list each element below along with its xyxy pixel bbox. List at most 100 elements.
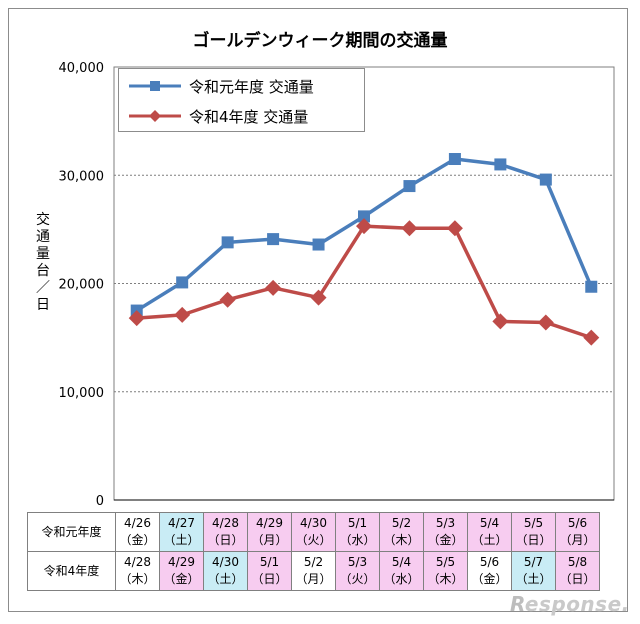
cell-date: 5/4 [391,555,412,569]
legend-item-2019: 令和元年度 交通量 [129,73,314,99]
y-tick-label: 40,000 [59,61,105,76]
table-cell: 5/5 （木） [423,551,468,591]
data-point-diamond [310,289,327,306]
cell-weekday: （水） [383,572,420,586]
legend-swatch-2019 [129,76,181,96]
cell-weekday: （日） [559,572,596,586]
data-point-square [494,158,507,171]
cell-date: 5/3 [347,555,368,569]
data-point-diamond [174,306,191,323]
cell-date: 5/2 [303,555,324,569]
table-cell: 5/4 （水） [379,551,424,591]
table-cell: 5/1 （日） [247,551,292,591]
cell-weekday: （月） [295,572,332,586]
y-axis-label-char: 台 [36,263,50,279]
cell-date: 5/5 [435,555,456,569]
y-axis-label-char: ／ [36,280,50,296]
data-point-square [221,236,234,249]
cell-date: 5/7 [523,555,544,569]
data-point-diamond [401,220,418,237]
data-point-square [176,276,189,289]
cell-weekday: （土） [207,572,244,586]
table-cell: 5/7 （土） [511,551,556,591]
date-row-2019: 令和元年度 4/26 （金） 4/27 （土） 4/28 （日） 4/29 （月） 4/30 （火… [27,512,600,552]
cell-date: 5/1 [259,555,280,569]
table-cell: 4/29 （金） [159,551,204,591]
table-cell: 5/2 （木） [379,512,424,552]
table-cell: 5/6 （月） [555,512,600,552]
cell-date: 5/1 [347,516,368,530]
series-line-0 [135,157,593,313]
table-cell: 4/28 （日） [203,512,248,552]
cell-date: 4/30 [212,555,239,569]
table-cell: 4/29 （月） [247,512,292,552]
data-point-square [267,233,280,246]
cell-weekday: （月） [559,533,596,547]
cell-date: 5/3 [435,516,456,530]
data-point-diamond [356,218,372,235]
cell-date: 4/27 [168,516,195,530]
data-point-diamond [265,279,282,296]
chart-title: ゴールデンウィーク期間の交通量 [192,31,448,51]
cell-date: 4/28 [212,516,239,530]
table-cell: 4/30 （土） [203,551,248,591]
cell-weekday: （月） [251,533,288,547]
y-tick-label: 30,000 [59,169,105,184]
table-cell: 4/27 （土） [159,512,204,552]
cell-weekday: （金） [471,572,508,586]
table-cell: 5/5 （日） [511,512,556,552]
cell-date: 5/2 [391,516,412,530]
cell-date: 4/28 [124,555,151,569]
cell-weekday: （日） [207,533,244,547]
cell-date: 4/30 [300,516,327,530]
table-cell: 4/30 （火） [291,512,336,552]
data-point-square [403,180,416,193]
cell-weekday: （木） [119,572,156,586]
data-point-square [585,280,598,293]
date-table: 令和元年度 4/26 （金） 4/27 （土） 4/28 （日） 4/29 （月） 4/30 （火… [27,512,600,591]
legend-item-2022: 令和4年度 交通量 [129,103,308,129]
data-point-diamond [583,329,600,346]
cell-weekday: （日） [251,572,288,586]
cell-weekday: （火） [295,533,332,547]
cell-weekday: （水） [339,533,376,547]
cell-date: 5/8 [567,555,588,569]
data-point-square [312,238,325,251]
data-point-diamond [128,310,145,327]
date-row-2022: 令和4年度 4/28 （木） 4/29 （金） 4/30 （土） 5/1 （日） 5/2 （月） 5… [27,551,600,591]
table-cell: 5/6 （金） [467,551,512,591]
table-cell: 5/3 （金） [423,512,468,552]
data-point-diamond [219,291,236,308]
y-tick-label: 10,000 [59,386,105,401]
chart-frame [8,8,628,612]
data-point-diamond [492,313,509,330]
data-point-square [448,153,461,166]
series-line-1 [136,224,592,340]
table-cell: 4/26 （金） [115,512,160,552]
cell-date: 5/4 [479,516,500,530]
y-axis-label-char: 交 [36,212,50,228]
cell-weekday: （木） [427,572,464,586]
cell-weekday: （日） [515,533,552,547]
cell-date: 4/26 [124,516,151,530]
cell-date: 4/29 [256,516,283,530]
table-cell: 4/28 （木） [115,551,160,591]
cell-date: 5/6 [567,516,588,530]
data-point-diamond [537,314,554,331]
data-point-square [358,210,370,223]
y-tick-label: 0 [96,494,104,509]
table-cell: 5/3 （火） [335,551,380,591]
legend-label-2019: 令和元年度 交通量 [189,77,314,96]
y-axis-label-char: 日 [36,297,50,313]
cell-weekday: （金） [427,533,464,547]
legend: 令和元年度 交通量 令和4年度 交通量 [118,68,365,132]
cell-weekday: （土） [471,533,508,547]
row-header-2019: 令和元年度 [27,512,116,552]
cell-weekday: （火） [339,572,376,586]
cell-weekday: （木） [383,533,420,547]
y-axis-label: 交通量台／日 [34,212,52,314]
cell-weekday: （土） [163,533,200,547]
cell-date: 4/29 [168,555,195,569]
table-cell: 5/4 （土） [467,512,512,552]
